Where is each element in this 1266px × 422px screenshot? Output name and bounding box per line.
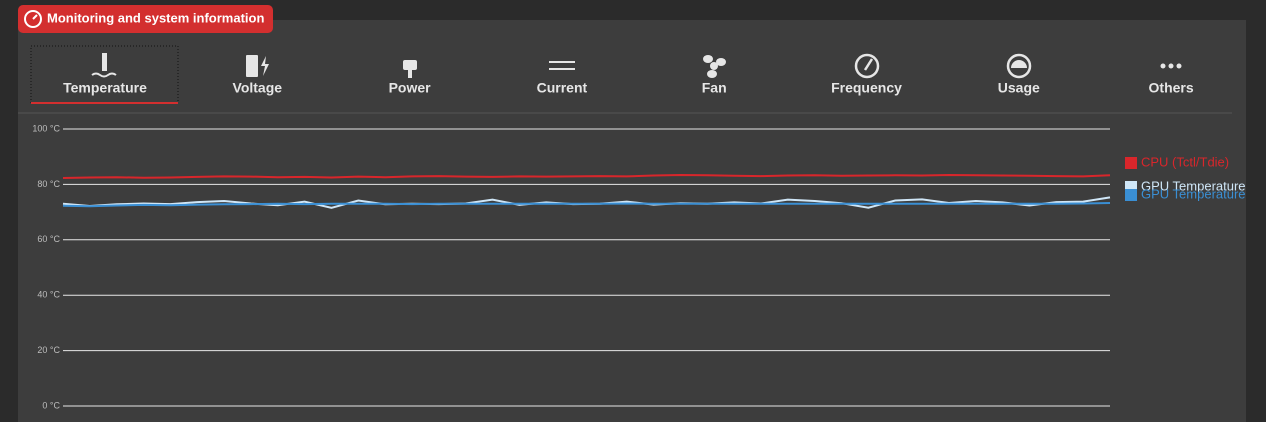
- tab-label[interactable]: Power: [389, 80, 432, 96]
- icon: [261, 56, 269, 76]
- tab-label[interactable]: Others: [1149, 80, 1194, 96]
- header-icon: [24, 10, 42, 28]
- legend-swatch: [1125, 189, 1137, 201]
- series-line: [62, 202, 1111, 208]
- panel: [18, 20, 1246, 422]
- tab-label[interactable]: Temperature: [63, 80, 147, 96]
- y-tick-label: 100 °C: [32, 123, 60, 133]
- icon: [246, 55, 258, 77]
- icon: [403, 60, 417, 70]
- icon: [854, 53, 880, 79]
- y-tick-label: 20 °C: [37, 345, 60, 355]
- icon: [549, 68, 575, 70]
- icon: [1006, 53, 1032, 79]
- legend-label: GPU Temperature: [1141, 178, 1246, 193]
- legend-label: GPU Temperature: [1141, 186, 1246, 201]
- icon: [703, 55, 713, 63]
- icon: [102, 53, 107, 71]
- y-tick-label: 60 °C: [37, 234, 60, 244]
- series-line: [62, 173, 1111, 179]
- tab-icons: [91, 53, 1182, 79]
- icon: [1011, 60, 1027, 68]
- tab-label[interactable]: Frequency: [831, 80, 902, 96]
- tab-label[interactable]: Current: [537, 80, 588, 96]
- legend-swatch: [1125, 157, 1137, 169]
- y-tick-label: 80 °C: [37, 179, 60, 189]
- icon: [863, 58, 874, 71]
- icon: [549, 61, 575, 63]
- legend-label: CPU (Tctl/Tdie): [1141, 154, 1229, 169]
- header-title: Monitoring and system information: [47, 10, 264, 25]
- tabs: Temperature Voltage Power Current Fan Frequen…: [63, 80, 1194, 96]
- tab-label[interactable]: Fan: [702, 80, 727, 96]
- chart: 0 °C 20 °C 40 °C 60 °C 80 °C 100 °C CPU (Tctl/…: [32, 123, 1245, 410]
- icon: [710, 62, 718, 70]
- icon: [408, 70, 412, 78]
- icon: [1176, 63, 1182, 69]
- icon: [707, 70, 717, 78]
- y-tick-label: 40 °C: [37, 290, 60, 300]
- icon: [716, 58, 726, 66]
- tab-label[interactable]: Voltage: [233, 80, 283, 96]
- icon: [91, 72, 117, 78]
- y-tick-label: 0 °C: [42, 400, 60, 410]
- header-badge: [18, 5, 273, 33]
- header-icon: [32, 14, 38, 20]
- tab-label[interactable]: Usage: [998, 80, 1040, 96]
- icon: [1168, 63, 1174, 69]
- icon: [1160, 63, 1166, 69]
